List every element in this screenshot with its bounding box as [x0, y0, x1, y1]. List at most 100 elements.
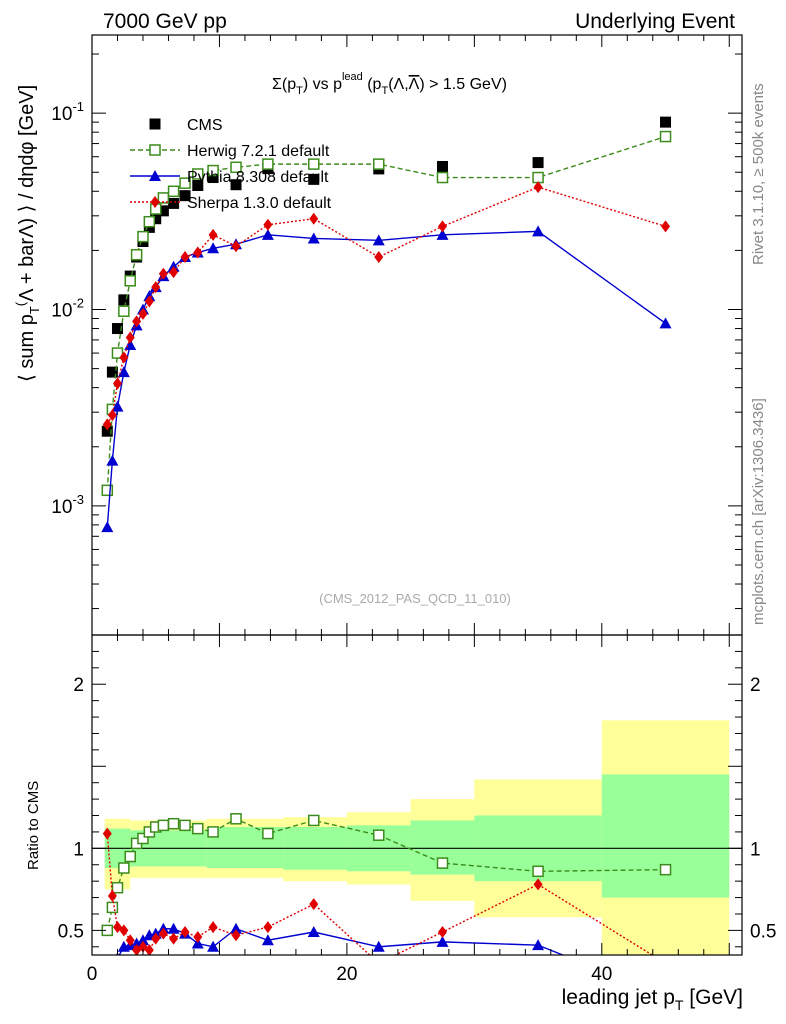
- series-2-point-0: [101, 521, 114, 533]
- ytick-main-label-2: 10-1: [51, 99, 84, 125]
- series-3-ratio-point-14: [231, 929, 241, 942]
- series-3-point-14: [231, 240, 241, 253]
- ytick-ratio-label-2: 2: [73, 675, 84, 696]
- series-2-point-20: [659, 317, 672, 329]
- series-0-point-14: [230, 179, 242, 191]
- main-series: [101, 116, 672, 533]
- series-0-point-20: [660, 116, 672, 128]
- series-1-point-10: [167, 185, 180, 198]
- series-3-ratio-point-0: [102, 827, 112, 840]
- series-1-point-14: [230, 161, 242, 174]
- legend-label-0: CMS: [187, 117, 223, 134]
- series-2-ratio-point-1: [106, 957, 118, 968]
- series-3-ratio-point-1: [107, 889, 117, 902]
- series-0-point-11: [179, 190, 191, 202]
- series-2-ratio-point-13: [207, 940, 220, 952]
- series-0-point-12: [192, 180, 204, 192]
- ytick-ratio-label-right-0: 0.5: [750, 921, 776, 942]
- ylabel-ratio: Ratio to CMS: [25, 781, 42, 870]
- obs-mid: ) vs p: [303, 76, 342, 93]
- series-0-point-2: [111, 323, 123, 335]
- ratio-series: [101, 813, 672, 985]
- xlabel-sub: T: [675, 997, 684, 1013]
- series-1-point-20: [659, 130, 672, 143]
- series-3-ratio-point-16: [309, 898, 319, 911]
- series-1-ratio-point-17: [373, 829, 385, 841]
- analysis-id: (CMS_2012_PAS_QCD_11_010): [319, 591, 511, 606]
- legend-marker-1: [149, 144, 161, 156]
- ytick-main-base-0: 10: [51, 497, 72, 518]
- series-2-point-1: [106, 454, 119, 466]
- series-0-point-13: [207, 172, 219, 184]
- series-2-point-2: [111, 400, 124, 412]
- series-1-point-15: [262, 158, 274, 170]
- legend-marker-3: [150, 196, 160, 208]
- series-3-line: [106, 186, 666, 425]
- series-2-point-16: [307, 232, 320, 244]
- series-0-point-1: [106, 366, 118, 378]
- series-3-ratio-point-20: [661, 957, 670, 969]
- series-1-point-5: [130, 249, 143, 261]
- ytick-main-exp-0: -3: [72, 492, 84, 507]
- series-3-point-8: [151, 281, 161, 294]
- series-1-ratio-point-11: [179, 819, 191, 832]
- series-3-point-9: [158, 267, 168, 280]
- series-2-ratio-point-18: [436, 935, 449, 947]
- axis-frames: [91, 34, 743, 956]
- series-2-point-18: [436, 228, 449, 240]
- ytick-ratio-label-right-1: 1: [750, 839, 761, 860]
- series-1-ratio-point-20: [659, 863, 672, 876]
- series-3-ratio-point-18: [437, 926, 447, 939]
- series-2-point-15: [261, 228, 274, 240]
- series-1-point-2: [111, 347, 124, 359]
- series-2-ratio-point-14: [230, 922, 243, 934]
- series-2-ratio-point-15: [261, 934, 274, 946]
- series-1-point-7: [143, 215, 156, 228]
- series-1-point-17: [373, 158, 385, 170]
- rivet-label: Rivet 3.1.10, ≥ 500k events: [750, 83, 767, 265]
- series-1-ratio-point-13: [207, 826, 219, 838]
- series-0-point-16: [308, 173, 320, 185]
- series-1-point-16: [308, 158, 320, 170]
- series-2-ratio-point-10: [167, 922, 180, 934]
- series-3-ratio-point-12: [193, 930, 203, 943]
- series-1-point-9: [157, 192, 170, 204]
- series-3-point-0: [102, 418, 112, 431]
- series-2-ratio-point-0: [101, 974, 113, 985]
- series-1-point-18: [436, 171, 449, 184]
- band-green-7: [601, 774, 730, 898]
- series-3-point-18: [437, 220, 447, 233]
- series-3-point-6: [138, 307, 148, 320]
- series-3-point-13: [208, 228, 218, 241]
- legend-label-3: Sherpa 1.3.0 default: [187, 195, 332, 212]
- ytick-main-base-1: 10: [51, 301, 72, 322]
- series-2-point-17: [372, 234, 385, 246]
- series-2-ratio-point-12: [191, 937, 204, 949]
- series-3-ratio-point-9: [158, 927, 168, 940]
- obs-tail3: ) > 1.5 GeV): [419, 76, 507, 93]
- series-2-point-19: [532, 225, 545, 237]
- ylabel-main-rest: Λ + barΛ) ⟩ / dηdφ [GeV]: [16, 85, 38, 302]
- xtick-label-0: 0: [87, 964, 98, 985]
- series-0-point-3: [118, 294, 130, 306]
- series-1-point-11: [179, 177, 191, 189]
- ylabel-main-paren: (: [13, 301, 28, 306]
- series-0-point-8: [150, 213, 162, 225]
- ytick-ratio-label-1: 1: [73, 839, 84, 860]
- series-3-point-12: [193, 246, 203, 259]
- series-3-ratio-point-8: [151, 932, 161, 945]
- series-1-ratio-point-16: [308, 814, 320, 827]
- series-2-ratio-point-19: [532, 939, 545, 951]
- series-3-point-4: [125, 331, 135, 344]
- energy-label: 7000 GeV pp: [103, 10, 227, 33]
- series-1-ratio-point-6: [137, 832, 149, 845]
- series-2-ratio-point-16: [307, 926, 320, 938]
- series-1-ratio-point-2: [111, 881, 124, 894]
- series-3-ratio-point-13: [208, 921, 218, 934]
- series-3-ratio-point-7: [144, 944, 154, 955]
- obs-tail1: (p: [363, 76, 382, 93]
- series-3-point-15: [263, 218, 273, 231]
- series-3-point-11: [180, 251, 190, 264]
- series-1-ratio-point-1: [106, 901, 119, 914]
